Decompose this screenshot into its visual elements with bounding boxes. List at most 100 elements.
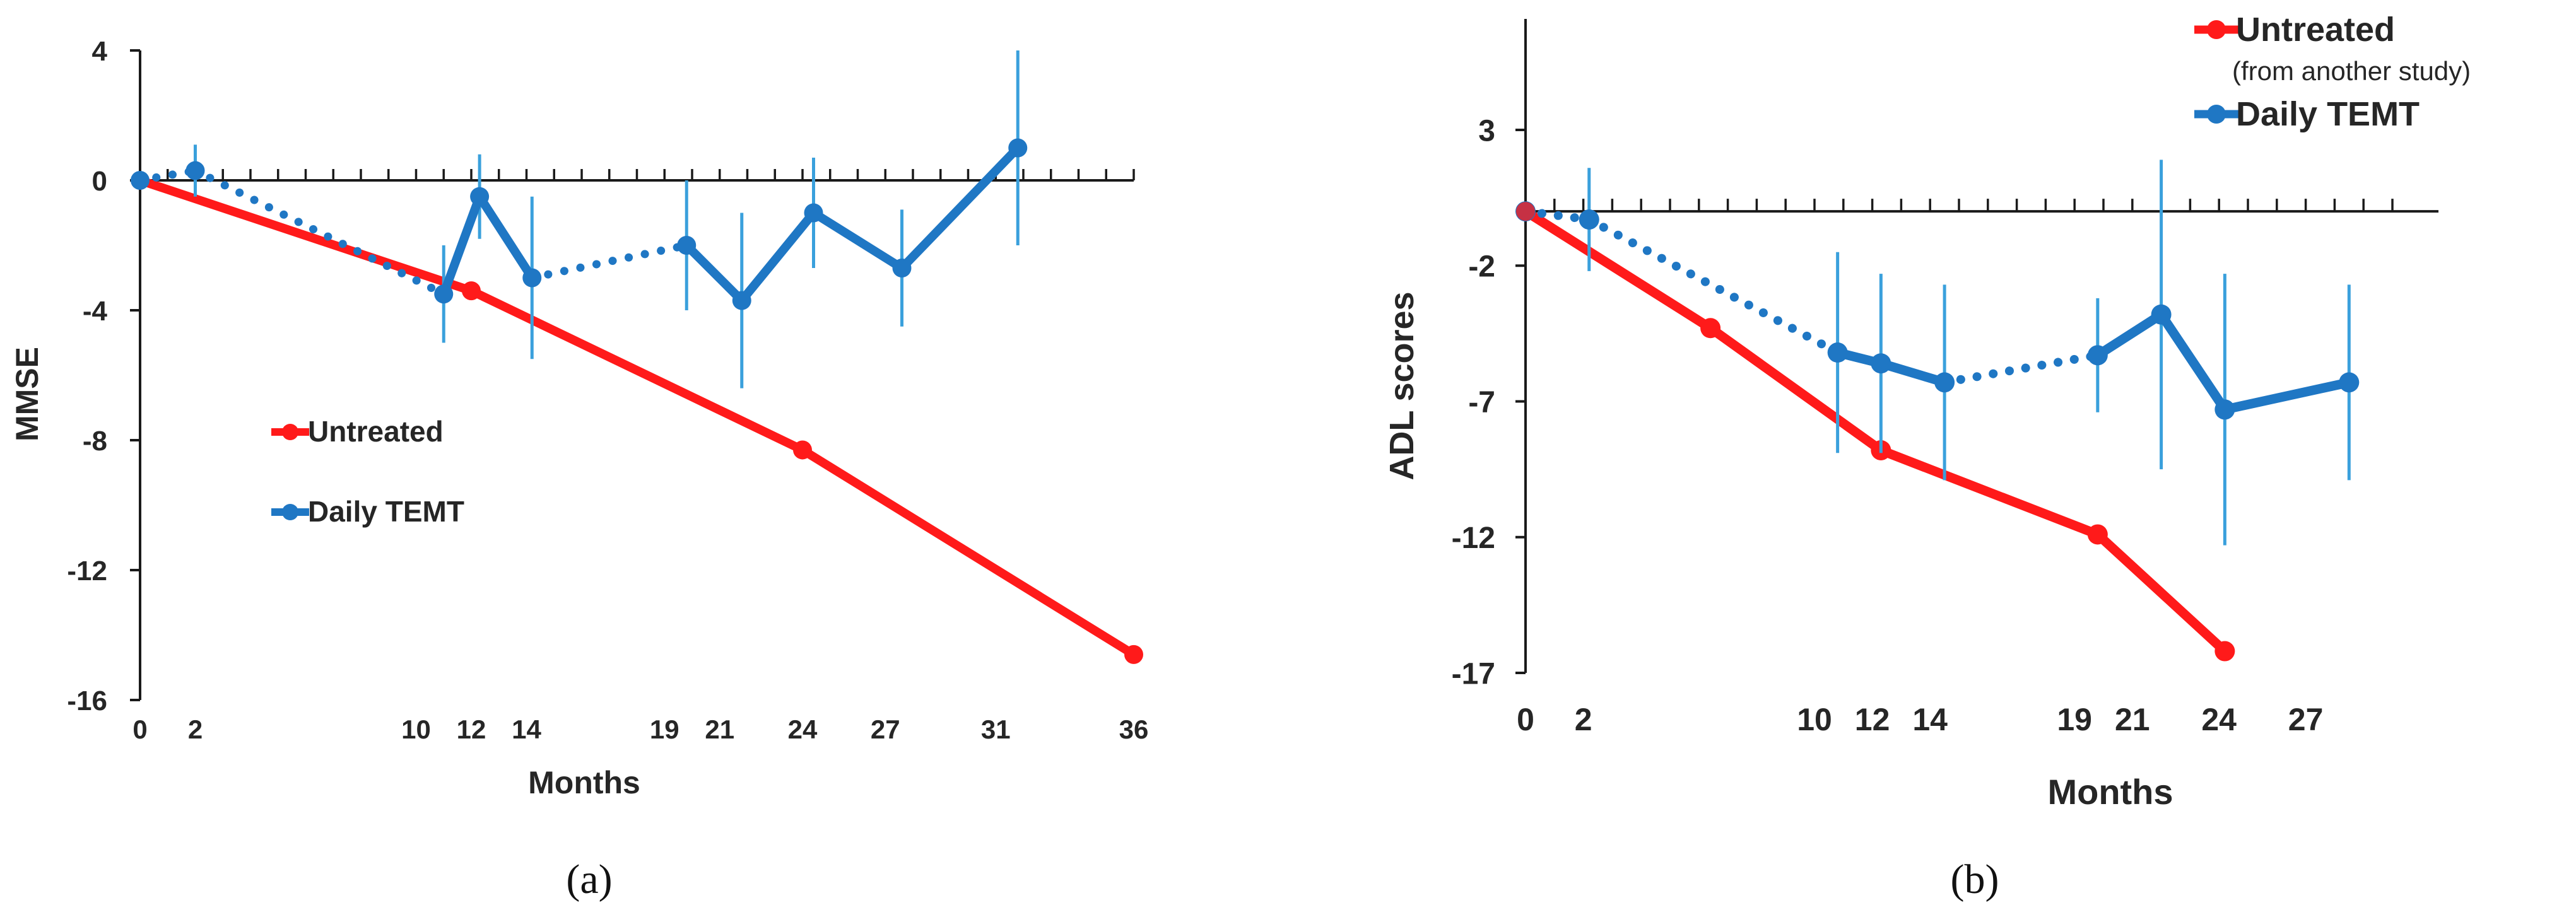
chart-b-temt-point	[2339, 372, 2360, 393]
chart-b-x-tick-label: 14	[1912, 702, 1948, 737]
chart-b-temt-segment	[2220, 377, 2354, 414]
chart-a-x-tick-label: 14	[512, 715, 541, 744]
chart-b-panel-label: (b)	[1951, 856, 1999, 902]
chart-a-untreated-point	[793, 440, 812, 460]
chart-a-x-tick-label: 12	[457, 715, 486, 744]
chart-b-temt-point	[2151, 304, 2172, 325]
chart-a-legend-untreated-label: Untreated	[308, 415, 444, 448]
chart-b-series	[1515, 160, 2360, 662]
chart-a-x-tick-labels: 0 2 10 12 14 19 21 24 27 31 36	[132, 715, 1148, 744]
chart-a-temt-point	[892, 259, 912, 278]
chart-a-x-tick-label: 21	[705, 715, 734, 744]
chart-b-y-axis-label: ADL scores	[1383, 291, 1421, 480]
chart-b-y-tick-label: -17	[1452, 657, 1495, 691]
chart-a-temt-segment	[191, 166, 448, 298]
chart-a-y-tick-label: 4	[92, 36, 108, 67]
chart-b-temt-segment	[1940, 351, 2102, 387]
chart-b-untreated-segment	[1520, 206, 1715, 333]
chart-b-untreated-segment	[1876, 445, 2103, 539]
chart-b-temt-point	[1871, 353, 1891, 374]
chart-b-axes	[1515, 19, 2438, 674]
chart-a-temt-segment	[527, 241, 691, 282]
chart-a-temt-segment	[439, 192, 485, 299]
chart-a-x-tick-label: 19	[650, 715, 679, 744]
chart-a-legend-temt-marker	[282, 504, 298, 520]
chart-a-legend-temt-label: Daily TEMT	[308, 495, 464, 528]
chart-b-x-tick-label: 12	[1855, 702, 1890, 737]
chart-b-y-tick-label: -7	[1468, 386, 1495, 419]
chart-a-temt-point	[1008, 138, 1028, 158]
chart-a-x-tick-label: 2	[188, 715, 203, 744]
chart-a-untreated-point	[1124, 645, 1143, 664]
chart-a-temt-point	[185, 161, 205, 180]
chart-a-y-tick-label: -12	[67, 556, 107, 586]
chart-a-untreated-segment	[798, 445, 1138, 659]
chart-b-legend: Untreated (from another study) Daily TEM…	[2194, 11, 2471, 133]
chart-b-x-tick-label: 10	[1797, 702, 1832, 737]
chart-a-y-tick-label: -8	[83, 426, 107, 457]
chart-b-legend-untreated-label: Untreated	[2236, 11, 2395, 49]
chart-b-temt-point	[2214, 399, 2235, 420]
chart-b-legend-temt-marker	[2207, 105, 2226, 124]
chart-b-x-axis-label: Months	[2047, 772, 2173, 812]
chart-a-x-tick-label: 10	[401, 715, 431, 744]
chart-b-temt-point	[2087, 345, 2108, 366]
chart-b-temt-segment	[2156, 310, 2230, 414]
chart-a-axes	[130, 49, 1135, 701]
chart-a-series	[131, 50, 1143, 664]
chart-a-x-tick-label: 24	[788, 715, 818, 744]
chart-a-temt-point	[804, 203, 823, 223]
chart-a-temt-point	[732, 291, 751, 310]
chart-a-y-tick-label: -4	[83, 296, 108, 327]
chart-b-legend-temt-label: Daily TEMT	[2236, 95, 2420, 133]
chart-b-untreated-segment	[1705, 323, 1886, 455]
chart-b-y-tick-label: -2	[1468, 250, 1495, 284]
chart-a-untreated-point	[462, 281, 481, 301]
chart-b-temt-segment	[1521, 207, 1594, 225]
chart-a-temt-segment	[809, 208, 907, 273]
chart-a-untreated-segment	[467, 286, 807, 455]
chart-b-y-tick-label: -12	[1452, 522, 1495, 555]
chart-b-x-tick-label: 21	[2115, 702, 2150, 737]
chart-b-x-tick-label: 19	[2057, 702, 2092, 737]
chart-a-y-tick-label: -16	[67, 686, 107, 716]
chart-a-temt-point	[677, 236, 697, 255]
chart-a-origin-point	[131, 172, 149, 189]
chart-b-x-tick-labels: 0 2 10 12 14 19 21 24 27	[1517, 702, 2323, 737]
chart-b: ADL scores Months 3 -2 -7 -12 -17 0 2 10 12 14 19…	[1383, 11, 2471, 902]
chart-a: MMSE Months 4 0 -4 -8 -12 -16 0 2 10 12 14 19 21 24 2…	[9, 36, 1148, 902]
chart-a-x-axis-label: Months	[528, 765, 640, 800]
chart-b-untreated-point	[2214, 641, 2235, 662]
chart-b-y-tick-labels: 3 -2 -7 -12 -17	[1452, 114, 1495, 691]
chart-b-untreated-segment	[2093, 529, 2230, 656]
chart-a-y-tick-labels: 4 0 -4 -8 -12 -16	[67, 36, 107, 716]
chart-b-temt-point	[1934, 372, 1955, 393]
chart-a-panel-label: (a)	[566, 856, 612, 902]
chart-b-untreated-point	[1700, 318, 1721, 339]
chart-a-x-tick-label: 31	[981, 715, 1011, 744]
chart-a-temt-segment	[897, 143, 1023, 273]
chart-a-temt-segment	[682, 241, 746, 305]
chart-a-legend: Untreated Daily TEMT	[271, 415, 464, 528]
chart-a-untreated-segment	[136, 176, 476, 296]
chart-b-legend-untreated-sub: (from another study)	[2232, 56, 2471, 86]
chart-b-temt-point	[1827, 342, 1848, 363]
chart-a-y-axis-label: MMSE	[9, 347, 45, 441]
chart-b-x-tick-label: 24	[2201, 702, 2237, 737]
chart-a-legend-untreated-marker	[282, 424, 298, 440]
chart-a-temt-point	[434, 284, 454, 304]
chart-b-legend-untreated-marker	[2207, 20, 2226, 39]
chart-b-temt-segment	[2093, 310, 2167, 360]
chart-a-x-tick-label: 0	[132, 715, 147, 744]
chart-b-temt-point	[1579, 209, 1599, 230]
chart-a-temt-segment	[475, 192, 537, 283]
chart-b-origin-point	[1516, 202, 1535, 221]
chart-a-temt-point	[470, 187, 490, 206]
chart-b-temt-segment	[1584, 215, 1842, 358]
chart-a-temt-segment	[737, 208, 818, 305]
chart-a-temt-point	[522, 268, 542, 288]
chart-b-x-tick-label: 0	[1517, 702, 1534, 737]
chart-b-untreated-point	[2087, 524, 2108, 545]
chart-b-y-tick-label: 3	[1478, 114, 1495, 148]
